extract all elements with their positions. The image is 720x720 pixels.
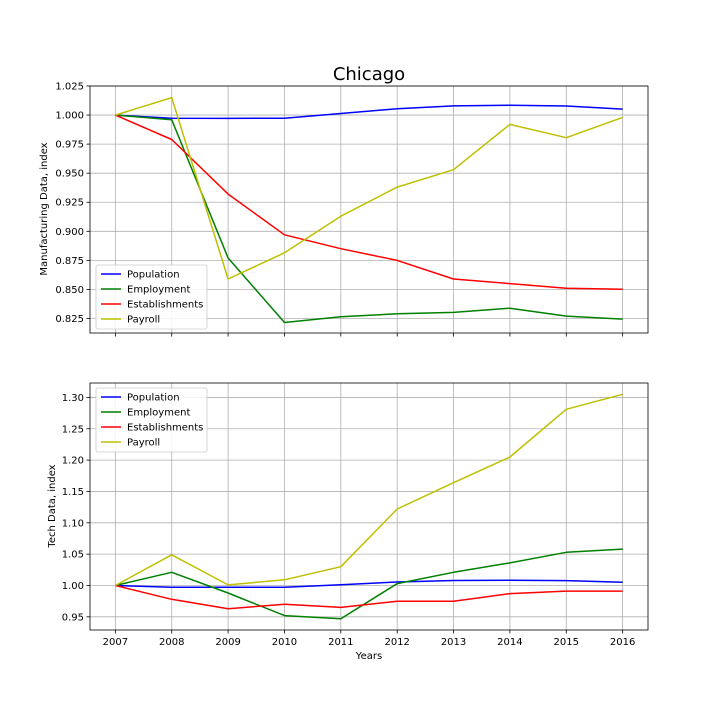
- series-line-payroll: [115, 96, 623, 280]
- x-tick-label: 2008: [159, 637, 184, 648]
- manufacturing-ticks: 0.825 0.850 0.875 0.900 0.925 0.950 0.975 1.000…: [55, 82, 624, 337]
- tech-ticks: 2007 2008 2009 2010 2011 2012 2013 2014 2015 2016…: [62, 393, 636, 648]
- y-tick-label: 1.05: [62, 550, 84, 561]
- y-tick-label: 1.000: [55, 111, 84, 122]
- legend-label-payroll: Payroll: [127, 315, 160, 326]
- y-tick-label: 1.25: [62, 424, 84, 435]
- y-tick-label: 1.15: [62, 487, 84, 498]
- x-tick-label: 2009: [215, 637, 240, 648]
- y-tick-label: 0.900: [55, 227, 84, 238]
- tech-y-axis-label: Tech Data, index: [47, 464, 58, 548]
- y-tick-label: 0.825: [55, 314, 84, 325]
- x-tick-label: 2013: [441, 637, 466, 648]
- y-tick-label: 1.30: [62, 393, 84, 404]
- tech-legend: Population Employment Establishments Payrol…: [95, 387, 208, 453]
- y-tick-label: 0.850: [55, 285, 84, 296]
- y-tick-label: 0.950: [55, 169, 84, 180]
- y-tick-label: 0.95: [62, 612, 84, 623]
- series-line-establishments: [115, 584, 623, 610]
- legend-label-population: Population: [127, 393, 180, 404]
- series-line-population: [115, 104, 623, 120]
- x-tick-label: 2010: [272, 637, 297, 648]
- legend-label-employment: Employment: [127, 285, 190, 296]
- legend-label-establishments: Establishments: [127, 300, 203, 311]
- series-line-employment: [115, 548, 623, 620]
- y-tick-label: 0.925: [55, 198, 84, 209]
- x-tick-label: 2015: [554, 637, 579, 648]
- y-tick-label: 1.20: [62, 456, 84, 467]
- y-tick-label: 1.00: [62, 581, 84, 592]
- series-line-population: [115, 579, 623, 589]
- legend-label-population: Population: [127, 270, 180, 281]
- tech-x-axis-label: Years: [355, 651, 382, 662]
- legend-label-payroll: Payroll: [127, 438, 160, 449]
- manufacturing-y-axis-label: Manufacturing Data, index: [39, 142, 50, 275]
- series-line-establishments: [115, 114, 623, 290]
- legend-box: [95, 264, 208, 330]
- manufacturing-chart: 0.825 0.850 0.875 0.900 0.925 0.950 0.975 1.000…: [39, 64, 649, 337]
- legend-box: [95, 387, 208, 453]
- tech-plot-frame: [89, 382, 649, 631]
- y-tick-label: 0.875: [55, 256, 84, 267]
- x-tick-label: 2012: [384, 637, 409, 648]
- y-tick-label: 1.10: [62, 518, 84, 529]
- legend-label-employment: Employment: [127, 408, 190, 419]
- manufacturing-legend: Population Employment Establishments Payrol…: [95, 264, 208, 330]
- tech-series: [115, 393, 623, 620]
- y-tick-label: 0.975: [55, 140, 84, 151]
- tech-chart: 2007 2008 2009 2010 2011 2012 2013 2014 2015 2016…: [47, 382, 649, 662]
- x-tick-label: 2016: [610, 637, 635, 648]
- series-line-payroll: [115, 393, 623, 587]
- chart-title: Chicago: [333, 64, 405, 85]
- x-tick-label: 2007: [103, 637, 128, 648]
- manufacturing-plot-frame: [89, 85, 649, 334]
- x-tick-label: 2011: [328, 637, 353, 648]
- x-tick-label: 2014: [497, 637, 522, 648]
- legend-label-establishments: Establishments: [127, 423, 203, 434]
- y-tick-label: 1.025: [55, 82, 84, 93]
- manufacturing-series: [115, 96, 623, 324]
